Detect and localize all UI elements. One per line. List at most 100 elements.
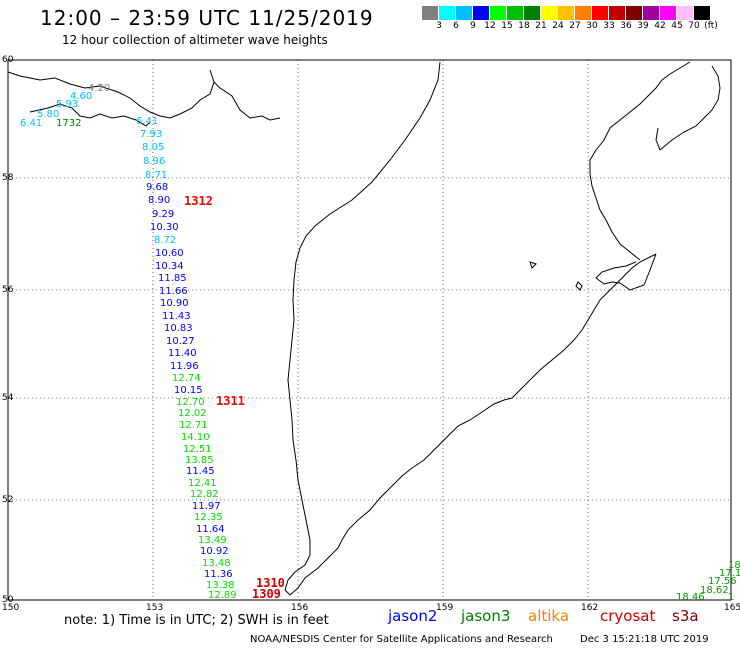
wave-height-label: 5.80 <box>37 109 59 120</box>
legend-label-7: 24 <box>552 21 564 31</box>
lon-label-156: 156 <box>291 603 308 613</box>
wave-height-label-east: 18.46 <box>676 592 705 603</box>
wave-height-label: 11.43 <box>162 311 191 322</box>
wave-height-label-east: 18.62 <box>700 585 729 596</box>
legend-label-13: 42 <box>654 21 666 31</box>
legend-swatch-9 <box>575 6 592 20</box>
wave-height-label: 12.51 <box>183 444 212 455</box>
color-scale-labels: 3 6 9 12 15 18 21 24 27 30 33 36 39 42 45 70 (ft) <box>422 21 740 35</box>
note-text: note: 1) Time is in UTC; 2) SWH is in fe… <box>64 613 329 628</box>
satellite-s3a: s3a <box>672 607 699 625</box>
wave-height-label: 12.82 <box>190 489 219 500</box>
legend-label-2: 9 <box>470 21 476 31</box>
legend-swatch-0 <box>422 6 439 20</box>
legend-label-11: 36 <box>620 21 632 31</box>
lat-label-52: 52 <box>2 495 13 505</box>
legend-label-14: 45 <box>671 21 683 31</box>
legend-label-1: 6 <box>453 21 459 31</box>
legend-swatch-1 <box>439 6 456 20</box>
legend-swatch-10 <box>592 6 609 20</box>
wave-height-label: 11.85 <box>158 273 187 284</box>
legend-label-0: 3 <box>436 21 442 31</box>
legend-label-16: (ft) <box>704 21 718 31</box>
kamchatka-south-tip <box>284 253 657 596</box>
satellite-altika: altika <box>528 607 570 625</box>
wave-height-label: 13.38 <box>206 580 235 591</box>
legend-swatch-14 <box>660 6 677 20</box>
wave-height-label: 11.66 <box>159 286 188 297</box>
legend-label-3: 12 <box>484 21 496 31</box>
wave-height-label: 8.05 <box>142 142 164 153</box>
wave-height-label: 1732 <box>56 118 81 129</box>
credits-text: NOAA/NESDIS Center for Satellite Applica… <box>250 634 553 645</box>
pass-time-tag: 1312 <box>184 194 213 208</box>
legend-label-15: 70 <box>688 21 700 31</box>
koni-peninsula <box>29 103 151 127</box>
lat-label-56: 56 <box>2 285 14 295</box>
legend-swatch-5 <box>507 6 524 20</box>
wave-height-label: 12.71 <box>179 420 208 431</box>
wave-height-label: 13.48 <box>202 558 231 569</box>
legend-label-4: 15 <box>501 21 513 31</box>
legend-swatch-15 <box>677 6 694 20</box>
wave-height-label: 8.71 <box>145 170 167 181</box>
legend-swatch-12 <box>626 6 643 20</box>
small-island-2 <box>575 281 583 291</box>
lat-label-54: 54 <box>2 393 14 403</box>
satellite-cryosat: cryosat <box>600 607 656 625</box>
wave-height-label: 13.49 <box>198 535 227 546</box>
kamchatka-west-coast <box>284 61 441 591</box>
wave-height-label: 9.68 <box>146 182 168 193</box>
lon-label-162: 162 <box>581 603 598 613</box>
satellite-jason3: jason3 <box>461 607 511 625</box>
wave-height-label: 4.60 <box>70 91 92 102</box>
pass-time-tag: 1311 <box>216 394 245 408</box>
wave-height-label: 11.64 <box>196 524 225 535</box>
kamchatka-east-coast <box>589 61 691 291</box>
wave-height-label: 9.29 <box>152 209 174 220</box>
lon-label-159: 159 <box>436 603 453 613</box>
wave-height-label: 10.83 <box>164 323 193 334</box>
pass-time-tag: 1310 <box>256 576 285 590</box>
wave-height-label: 10.92 <box>200 546 229 557</box>
legend-label-6: 21 <box>535 21 547 31</box>
page-subtitle: 12 hour collection of altimeter wave hei… <box>62 33 328 47</box>
legend-swatch-8 <box>558 6 575 20</box>
legend-swatch-2 <box>456 6 473 20</box>
legend-swatch-4 <box>490 6 507 20</box>
page-title: 12:00 – 23:59 UTC 11/25/2019 <box>40 6 374 30</box>
wave-height-label: 12.02 <box>178 408 207 419</box>
wave-height-label: 7.93 <box>140 129 162 140</box>
okhotsk-north-coast <box>7 69 281 121</box>
legend-label-12: 39 <box>637 21 649 31</box>
wave-height-label: 11.36 <box>204 569 233 580</box>
color-scale-legend <box>422 6 711 20</box>
map-frame <box>7 59 732 601</box>
wave-height-label: 11.40 <box>168 348 197 359</box>
wave-height-label: 11.45 <box>186 466 215 477</box>
legend-swatch-7 <box>541 6 558 20</box>
small-island-1 <box>529 261 537 269</box>
legend-swatch-16 <box>694 6 711 20</box>
wave-height-label: 5.93 <box>56 99 78 110</box>
west-track-labels: 4.204.605.935.806.41 1732 6.417.938.058.96… <box>20 83 237 601</box>
wave-height-label-east: 17.56 <box>708 576 737 587</box>
wave-height-label: 12.74 <box>172 373 201 384</box>
wave-height-label: 11.97 <box>192 501 221 512</box>
karaginsky-coast <box>655 65 721 151</box>
lat-label-60: 60 <box>2 55 14 65</box>
wave-height-label: 6.41 <box>20 118 42 129</box>
legend-swatch-6 <box>524 6 541 20</box>
lat-label-58: 58 <box>2 173 14 183</box>
legend-label-9: 30 <box>586 21 598 31</box>
wave-height-label: 12.89 <box>208 590 237 601</box>
wave-height-label: 10.27 <box>166 336 195 347</box>
wave-height-label: 4.20 <box>88 83 110 94</box>
wave-height-label: 10.90 <box>160 298 189 309</box>
legend-label-5: 18 <box>518 21 530 31</box>
lon-label-153: 153 <box>146 603 163 613</box>
wave-height-label: 10.30 <box>150 222 179 233</box>
